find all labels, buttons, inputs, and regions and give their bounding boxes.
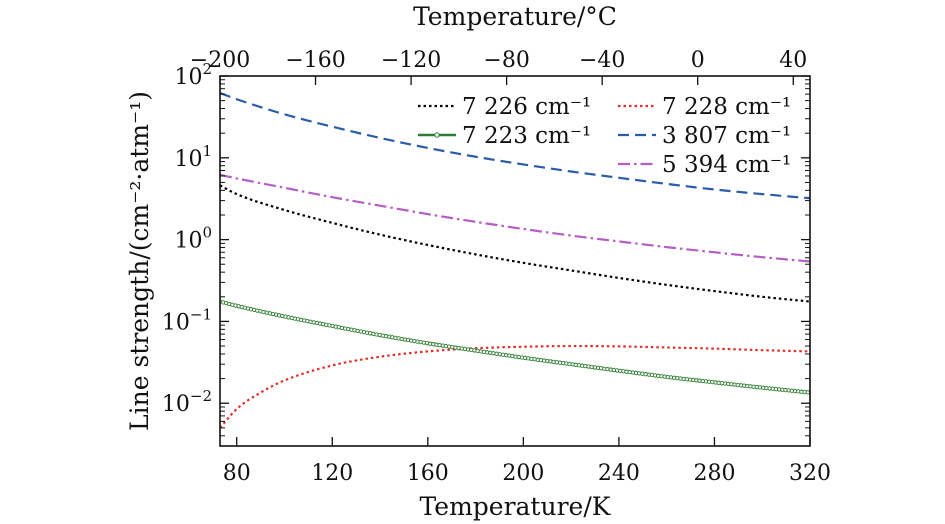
legend: 7 226 cm⁻¹ 7 228 cm⁻¹ 7 223 cm⁻¹ 3 807 cm⁻¹… — [418, 94, 791, 178]
x-tick-label: 80 — [223, 461, 251, 486]
y-tick-label: 100 — [174, 224, 212, 254]
x2-tick-label: −40 — [579, 48, 625, 73]
x-tick-label: 320 — [789, 461, 831, 486]
y-tick-label: 10−2 — [162, 387, 212, 417]
y-axis-title: Line strength/(cm⁻²·atm⁻¹) — [125, 91, 154, 431]
x2-axis-title: Temperature/°C — [413, 2, 617, 31]
tick-layer: 80 120 160 200 240 280 320 −200 −160 −120 −80 −40 0 4… — [162, 48, 831, 486]
x-tick-label: 120 — [311, 461, 353, 486]
series-line-4 — [220, 173, 810, 263]
legend-marker — [434, 132, 440, 138]
plot-frame — [219, 75, 811, 447]
y-tick-label: 101 — [174, 142, 212, 172]
y-tick-label: 10−1 — [162, 305, 212, 335]
x-tick-label: 240 — [598, 461, 640, 486]
x-tick-label: 280 — [693, 461, 735, 486]
series-layer — [220, 91, 810, 429]
x2-tick-label: −120 — [381, 48, 441, 73]
series-marker — [805, 390, 810, 395]
x2-tick-label: −160 — [285, 48, 345, 73]
x-tick-label: 200 — [502, 461, 544, 486]
series-line-0 — [220, 184, 810, 303]
x2-tick-label: −200 — [190, 48, 250, 73]
legend-label-2: 7 223 cm⁻¹ — [462, 123, 591, 149]
series-line-1 — [220, 344, 810, 429]
x2-tick-label: 0 — [691, 48, 705, 73]
x2-tick-label: −80 — [483, 48, 529, 73]
y-tick-label: 102 — [174, 60, 212, 90]
series-line-3 — [220, 91, 810, 200]
legend-label-1: 7 228 cm⁻¹ — [662, 94, 791, 120]
x2-tick-label: 40 — [779, 48, 807, 73]
legend-label-3: 3 807 cm⁻¹ — [662, 123, 791, 149]
legend-label-0: 7 226 cm⁻¹ — [462, 94, 591, 120]
x-axis-title: Temperature/K — [420, 492, 612, 521]
x-tick-label: 160 — [407, 461, 449, 486]
legend-label-4: 5 394 cm⁻¹ — [662, 152, 791, 178]
